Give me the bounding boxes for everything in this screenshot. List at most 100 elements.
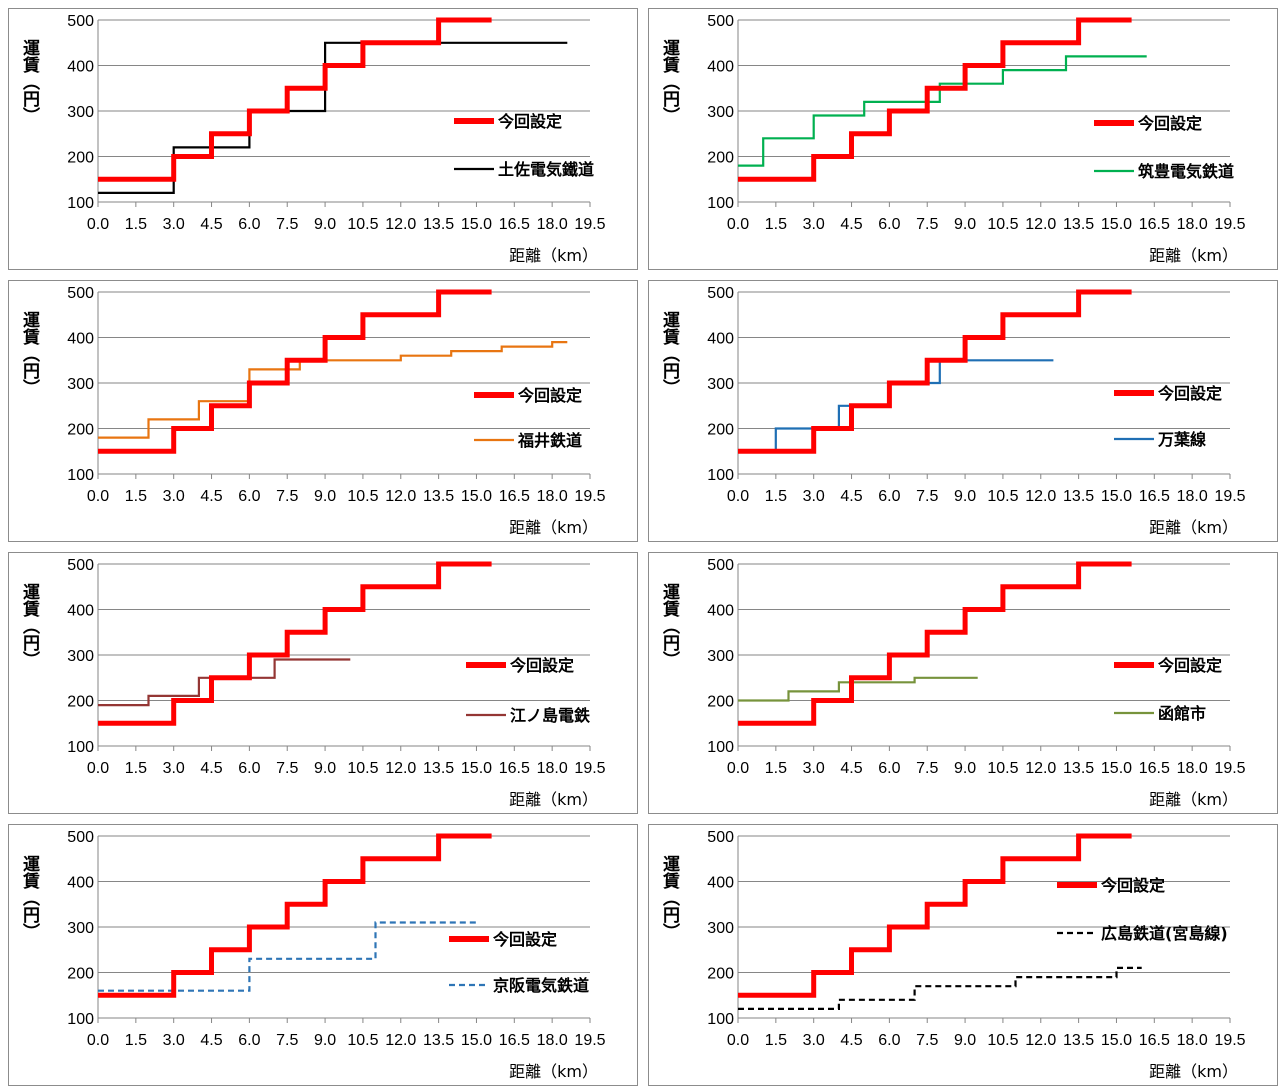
x-tick-label: 16.5: [499, 1032, 530, 1049]
x-tick-label: 12.0: [1025, 216, 1056, 233]
legend-label: 今回設定: [509, 656, 574, 675]
x-tick-label: 18.0: [1177, 1032, 1208, 1049]
x-tick-label: 19.5: [1214, 1032, 1245, 1049]
x-tick-label: 1.5: [765, 488, 787, 505]
x-tick-label: 0.0: [87, 760, 109, 777]
series-line: [98, 833, 492, 998]
series-line: [738, 55, 1147, 167]
series-line: [98, 289, 492, 454]
x-tick-label: 12.0: [385, 216, 416, 233]
x-tick-label: 1.5: [125, 760, 147, 777]
series-line: [738, 676, 978, 702]
x-tick-label: 3.0: [163, 760, 185, 777]
x-tick-label: 1.5: [125, 216, 147, 233]
y-tick-label: 100: [67, 1011, 94, 1028]
x-tick-label: 16.5: [1139, 1032, 1170, 1049]
x-tick-label: 7.5: [916, 488, 938, 505]
x-tick-label: 18.0: [537, 488, 568, 505]
x-tick-label: 1.5: [125, 1032, 147, 1049]
chart-panel: 100 200 300 400 500 0.0 1.5 3.0 4.5 6.0 7.5 9.0 10.5…: [648, 552, 1278, 814]
x-tick-label: 9.0: [954, 216, 976, 233]
x-tick-label: 0.0: [727, 1032, 749, 1049]
x-tick-label: 9.0: [314, 1032, 336, 1049]
x-tick-label: 16.5: [499, 760, 530, 777]
x-tick-label: 13.5: [1063, 760, 1094, 777]
x-tick-label: 16.5: [499, 488, 530, 505]
chart-svg: 100 200 300 400 500 0.0 1.5 3.0 4.5 6.0 7.5 9.0 10.5…: [659, 285, 1246, 537]
legend-label: 江ノ島電鉄: [510, 706, 590, 725]
x-tick-label: 6.0: [238, 1032, 260, 1049]
x-tick-label: 10.5: [987, 760, 1018, 777]
legend-label: 今回設定: [492, 930, 557, 949]
x-tick-label: 3.0: [803, 760, 825, 777]
x-axis-label: 距離（km）: [1149, 518, 1238, 537]
x-tick-label: 3.0: [163, 216, 185, 233]
y-axis-label: 運賃（円）: [659, 39, 681, 124]
legend-label: 今回設定: [1157, 656, 1222, 675]
y-tick-label: 300: [707, 920, 734, 937]
y-tick-label: 400: [67, 875, 94, 892]
y-tick-label: 100: [707, 467, 734, 484]
x-tick-label: 19.5: [574, 1032, 605, 1049]
x-tick-label: 9.0: [314, 488, 336, 505]
x-tick-label: 13.5: [423, 1032, 454, 1049]
x-tick-label: 9.0: [314, 216, 336, 233]
x-axis-label: 距離（km）: [509, 518, 598, 537]
x-tick-label: 3.0: [163, 488, 185, 505]
y-axis-label: 運賃（円）: [19, 583, 41, 668]
x-tick-label: 18.0: [537, 216, 568, 233]
y-tick-label: 400: [67, 59, 94, 76]
x-tick-label: 10.5: [347, 1032, 378, 1049]
legend-label: 今回設定: [1100, 876, 1165, 895]
chart-panel: 100 200 300 400 500 0.0 1.5 3.0 4.5 6.0 7.5 9.0 10.5…: [8, 280, 638, 542]
y-tick-label: 200: [707, 150, 734, 167]
y-tick-label: 300: [67, 920, 94, 937]
chart-svg: 100 200 300 400 500 0.0 1.5 3.0 4.5 6.0 7.5 9.0 10.5…: [659, 829, 1246, 1081]
x-tick-label: 12.0: [1025, 760, 1056, 777]
y-tick-label: 200: [67, 966, 94, 983]
x-tick-label: 0.0: [727, 760, 749, 777]
legend-label: 函館市: [1158, 704, 1206, 723]
x-tick-label: 13.5: [423, 488, 454, 505]
series-line: [98, 658, 351, 707]
x-tick-label: 19.5: [574, 760, 605, 777]
x-tick-label: 16.5: [1139, 488, 1170, 505]
x-tick-label: 10.5: [347, 216, 378, 233]
x-tick-label: 15.0: [461, 1032, 492, 1049]
x-tick-label: 7.5: [276, 1032, 298, 1049]
chart-svg: 100 200 300 400 500 0.0 1.5 3.0 4.5 6.0 7.5 9.0 10.5…: [19, 557, 606, 809]
series-line: [98, 921, 477, 992]
x-axis-label: 距離（km）: [509, 246, 598, 265]
x-tick-label: 4.5: [840, 488, 862, 505]
x-tick-label: 15.0: [1101, 1032, 1132, 1049]
x-tick-label: 13.5: [1063, 488, 1094, 505]
y-tick-label: 300: [67, 104, 94, 121]
y-tick-label: 100: [707, 1011, 734, 1028]
y-tick-label: 200: [707, 422, 734, 439]
x-tick-label: 4.5: [200, 760, 222, 777]
x-tick-label: 0.0: [87, 216, 109, 233]
series-line: [738, 359, 1054, 453]
y-tick-label: 400: [707, 875, 734, 892]
chart-panel: 100 200 300 400 500 0.0 1.5 3.0 4.5 6.0 7.5 9.0 10.5…: [648, 8, 1278, 270]
x-tick-label: 16.5: [499, 216, 530, 233]
legend-label: 今回設定: [1137, 114, 1202, 133]
y-tick-label: 200: [707, 966, 734, 983]
x-tick-label: 15.0: [461, 760, 492, 777]
x-tick-label: 10.5: [347, 760, 378, 777]
x-axis-label: 距離（km）: [1149, 790, 1238, 809]
x-tick-label: 18.0: [1177, 216, 1208, 233]
legend-label: 京阪電気鉄道: [493, 976, 589, 995]
x-tick-label: 9.0: [954, 488, 976, 505]
x-tick-label: 19.5: [1214, 216, 1245, 233]
legend-label: 万葉線: [1157, 430, 1206, 449]
x-tick-label: 15.0: [1101, 216, 1132, 233]
y-tick-label: 500: [67, 13, 94, 30]
chart-svg: 100 200 300 400 500 0.0 1.5 3.0 4.5 6.0 7.5 9.0 10.5…: [19, 285, 606, 537]
x-tick-label: 3.0: [163, 1032, 185, 1049]
x-tick-label: 13.5: [1063, 216, 1094, 233]
y-tick-label: 300: [707, 376, 734, 393]
x-tick-label: 0.0: [727, 216, 749, 233]
y-tick-label: 500: [707, 13, 734, 30]
series-line: [738, 966, 1142, 1010]
